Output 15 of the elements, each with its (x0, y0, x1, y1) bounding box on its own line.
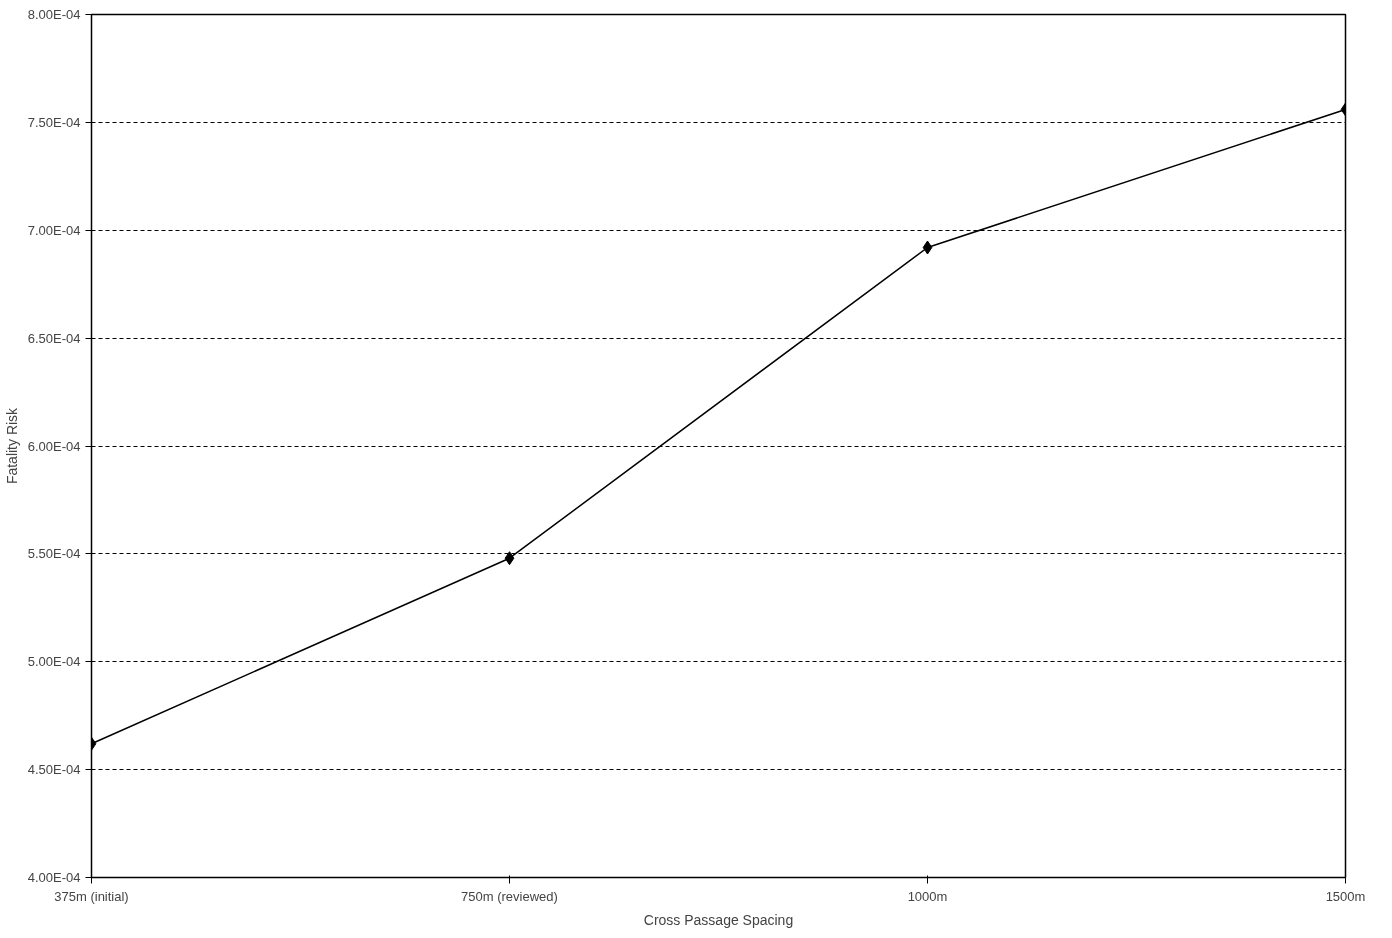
y-tick-label: 7.00E-04 (27, 222, 81, 238)
y-tick-label: 4.00E-04 (27, 870, 81, 885)
y-tick-label: 6.00E-04 (27, 438, 81, 454)
x-tick-label: 375m (initial) (54, 888, 129, 904)
x-tick-label: 1500m (1325, 888, 1366, 904)
y-tick-label: 5.50E-04 (27, 546, 81, 562)
x-axis-title: Cross Passage Spacing (643, 911, 794, 928)
x-tick-label: 1000m (907, 888, 948, 904)
x-tick-label: 750m (reviewed) (461, 888, 558, 904)
y-tick-label: 5.00E-04 (27, 654, 81, 670)
y-axis-title: Fatality Risk (3, 406, 20, 485)
y-tick-label: 4.50E-04 (27, 762, 81, 778)
y-tick-label: 6.50E-04 (27, 330, 81, 346)
y-tick-label: 8.00E-04 (27, 7, 81, 22)
y-tick-label: 7.50E-04 (27, 114, 81, 130)
